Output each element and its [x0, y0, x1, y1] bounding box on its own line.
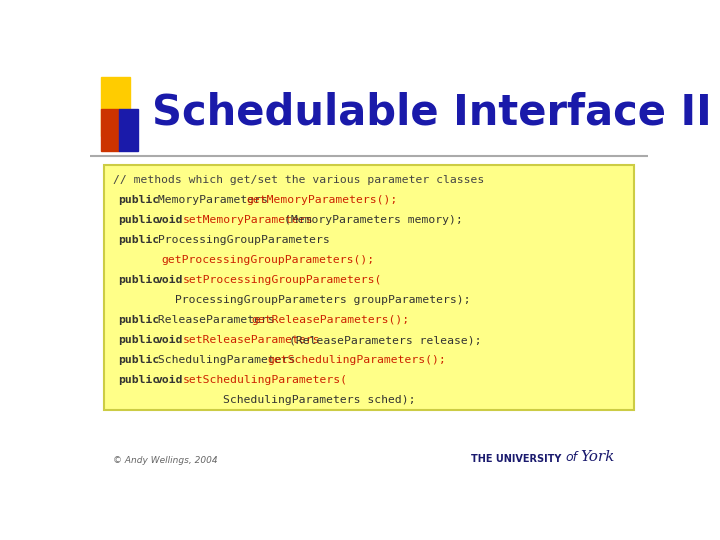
Text: Schedulable Interface II: Schedulable Interface II: [152, 92, 712, 133]
Text: THE UNIVERSITY: THE UNIVERSITY: [472, 454, 562, 464]
Text: setReleaseParameters: setReleaseParameters: [182, 335, 320, 345]
Text: public: public: [119, 195, 160, 205]
Text: ReleaseParameters: ReleaseParameters: [150, 315, 282, 325]
Text: getReleaseParameters();: getReleaseParameters();: [252, 315, 410, 325]
Text: MemoryParameters: MemoryParameters: [150, 195, 274, 205]
Text: public: public: [119, 335, 160, 345]
Text: setMemoryParameters: setMemoryParameters: [182, 215, 313, 225]
Bar: [101, 77, 130, 136]
Text: public: public: [119, 235, 160, 245]
Text: public: public: [119, 375, 160, 385]
FancyBboxPatch shape: [104, 165, 634, 410]
Text: York: York: [580, 450, 614, 464]
Text: (ReleaseParameters release);: (ReleaseParameters release);: [289, 335, 482, 345]
Text: void: void: [156, 215, 184, 225]
Text: void: void: [156, 275, 184, 285]
Text: ProcessingGroupParameters: ProcessingGroupParameters: [150, 235, 329, 245]
Text: of: of: [566, 451, 578, 464]
Text: SchedulingParameters: SchedulingParameters: [150, 355, 302, 365]
Text: public: public: [119, 355, 160, 365]
Text: public: public: [119, 275, 160, 285]
Text: setSchedulingParameters(: setSchedulingParameters(: [182, 375, 348, 385]
Text: setProcessingGroupParameters(: setProcessingGroupParameters(: [182, 275, 382, 285]
Text: void: void: [156, 375, 184, 385]
Text: void: void: [156, 335, 184, 345]
Text: getMemoryParameters();: getMemoryParameters();: [246, 195, 397, 205]
Text: ProcessingGroupParameters groupParameters);: ProcessingGroupParameters groupParameter…: [113, 295, 471, 305]
Text: SchedulingParameters sched);: SchedulingParameters sched);: [113, 395, 415, 405]
Text: public: public: [119, 215, 160, 225]
Text: (MemoryParameters memory);: (MemoryParameters memory);: [284, 215, 462, 225]
Text: getProcessingGroupParameters();: getProcessingGroupParameters();: [161, 255, 374, 265]
Text: getSchedulingParameters();: getSchedulingParameters();: [268, 355, 446, 365]
Text: public: public: [119, 315, 160, 325]
Text: // methods which get/set the various parameter classes: // methods which get/set the various par…: [113, 175, 485, 185]
Bar: [101, 110, 120, 151]
Text: © Andy Wellings, 2004: © Andy Wellings, 2004: [113, 456, 218, 465]
Bar: [120, 110, 138, 151]
